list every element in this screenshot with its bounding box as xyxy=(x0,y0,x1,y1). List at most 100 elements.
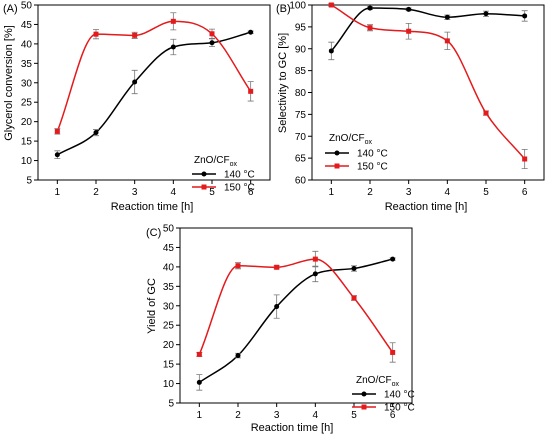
y-tick-label: 45 xyxy=(163,243,175,254)
x-tick-label: 1 xyxy=(197,410,203,421)
legend: ZnO/CFox 140 °C 150 °C xyxy=(325,133,388,173)
data-point xyxy=(54,152,60,158)
y-tick-label: 10 xyxy=(163,379,175,390)
x-tick-label: 6 xyxy=(522,187,528,198)
plot-frame xyxy=(179,227,413,404)
y-tick-label: 5 xyxy=(168,399,174,410)
data-point xyxy=(274,264,280,270)
data-point xyxy=(406,28,412,34)
legend-label-140: 140 °C xyxy=(384,390,415,401)
y-tick-label: 70 xyxy=(295,132,307,143)
series-line xyxy=(198,258,393,384)
x-tick-label: 3 xyxy=(274,410,280,421)
y-tick-label: 30 xyxy=(163,301,175,312)
x-tick-label: 4 xyxy=(171,187,177,198)
y-tick-label: 80 xyxy=(295,88,307,99)
series-150 xyxy=(54,12,254,135)
y-tick-label: 50 xyxy=(21,1,33,12)
data-point xyxy=(248,29,254,35)
x-tick-label: 5 xyxy=(209,187,215,198)
data-point xyxy=(93,31,99,37)
x-tick-label: 3 xyxy=(406,187,412,198)
x-tick-label: 4 xyxy=(445,187,451,198)
data-point xyxy=(390,349,396,355)
data-point xyxy=(170,18,176,24)
x-tick-label: 2 xyxy=(367,187,373,198)
y-tick-label: 25 xyxy=(21,98,33,109)
legend: ZnO/CFox 140 °C 150 °C xyxy=(192,155,255,194)
series-line xyxy=(330,7,525,52)
legend-label-150: 150 °C xyxy=(357,162,388,173)
data-point xyxy=(444,14,450,20)
y-tick-label: 95 xyxy=(295,22,307,33)
series-150 xyxy=(328,2,528,170)
legend-marker-150 xyxy=(361,404,367,410)
y-tick-label: 65 xyxy=(295,154,307,165)
data-point xyxy=(93,130,99,136)
y-axis-label: Selectivity to GC [%] xyxy=(277,33,289,133)
x-tick-label: 5 xyxy=(351,410,357,421)
x-axis-label: Reaction time [h] xyxy=(385,201,468,213)
legend-marker-150 xyxy=(201,184,207,190)
series-line xyxy=(56,20,252,132)
data-point xyxy=(170,44,176,50)
data-point xyxy=(328,2,334,8)
data-point xyxy=(444,38,450,44)
plot-frame xyxy=(37,4,271,181)
series-140 xyxy=(196,256,396,391)
data-point xyxy=(196,351,202,357)
y-tick-label: 50 xyxy=(163,224,175,235)
x-tick-label: 2 xyxy=(235,410,241,421)
panel-b: (B) Selectivity to GC [%] Reaction time … xyxy=(276,1,545,213)
data-point xyxy=(209,40,215,46)
panel-label: (B) xyxy=(276,3,291,15)
x-tick-label: 6 xyxy=(390,410,396,421)
y-tick-label: 60 xyxy=(295,176,307,187)
y-tick-label: 15 xyxy=(21,137,33,148)
data-point xyxy=(522,156,528,162)
data-point xyxy=(248,88,254,94)
y-tick-label: 15 xyxy=(163,360,175,371)
y-tick-label: 75 xyxy=(295,110,307,121)
series-140 xyxy=(328,5,528,61)
data-point xyxy=(312,256,318,262)
x-tick-label: 5 xyxy=(483,187,489,198)
series-line xyxy=(56,31,251,156)
y-tick-label: 45 xyxy=(21,20,33,31)
legend-marker-150 xyxy=(334,163,340,169)
y-tick-label: 30 xyxy=(21,78,33,89)
y-axis-label: Glycerol conversion [%] xyxy=(3,25,15,141)
panel-label: (C) xyxy=(146,227,161,239)
legend-label-140: 140 °C xyxy=(357,149,388,160)
series-line xyxy=(198,258,394,355)
y-tick-label: 90 xyxy=(295,44,307,55)
data-point xyxy=(235,263,241,269)
data-point xyxy=(196,379,202,385)
data-point xyxy=(367,25,373,31)
data-point xyxy=(274,304,280,310)
y-tick-label: 85 xyxy=(295,66,307,77)
y-tick-label: 40 xyxy=(163,262,175,273)
data-point xyxy=(235,353,241,359)
x-axis-label: Reaction time [h] xyxy=(251,422,334,434)
data-point xyxy=(351,295,357,301)
y-tick-label: 40 xyxy=(21,39,33,50)
data-point xyxy=(483,110,489,116)
x-tick-label: 1 xyxy=(329,187,335,198)
x-axis-label: Reaction time [h] xyxy=(111,201,194,213)
legend-title: ZnO/CFox xyxy=(194,155,237,168)
data-point xyxy=(367,5,373,11)
legend-marker-140 xyxy=(201,171,207,177)
series-150 xyxy=(196,250,396,363)
legend-marker-140 xyxy=(334,150,340,156)
panel-a: (A) Glycerol conversion [%] Reaction tim… xyxy=(3,1,271,213)
y-axis-label: Yield of GC xyxy=(146,278,158,334)
data-point xyxy=(390,256,396,262)
x-tick-label: 2 xyxy=(93,187,99,198)
legend-marker-140 xyxy=(361,391,367,397)
y-tick-label: 35 xyxy=(21,59,33,70)
data-point xyxy=(522,13,528,19)
data-point xyxy=(132,79,138,85)
data-point xyxy=(209,31,215,37)
